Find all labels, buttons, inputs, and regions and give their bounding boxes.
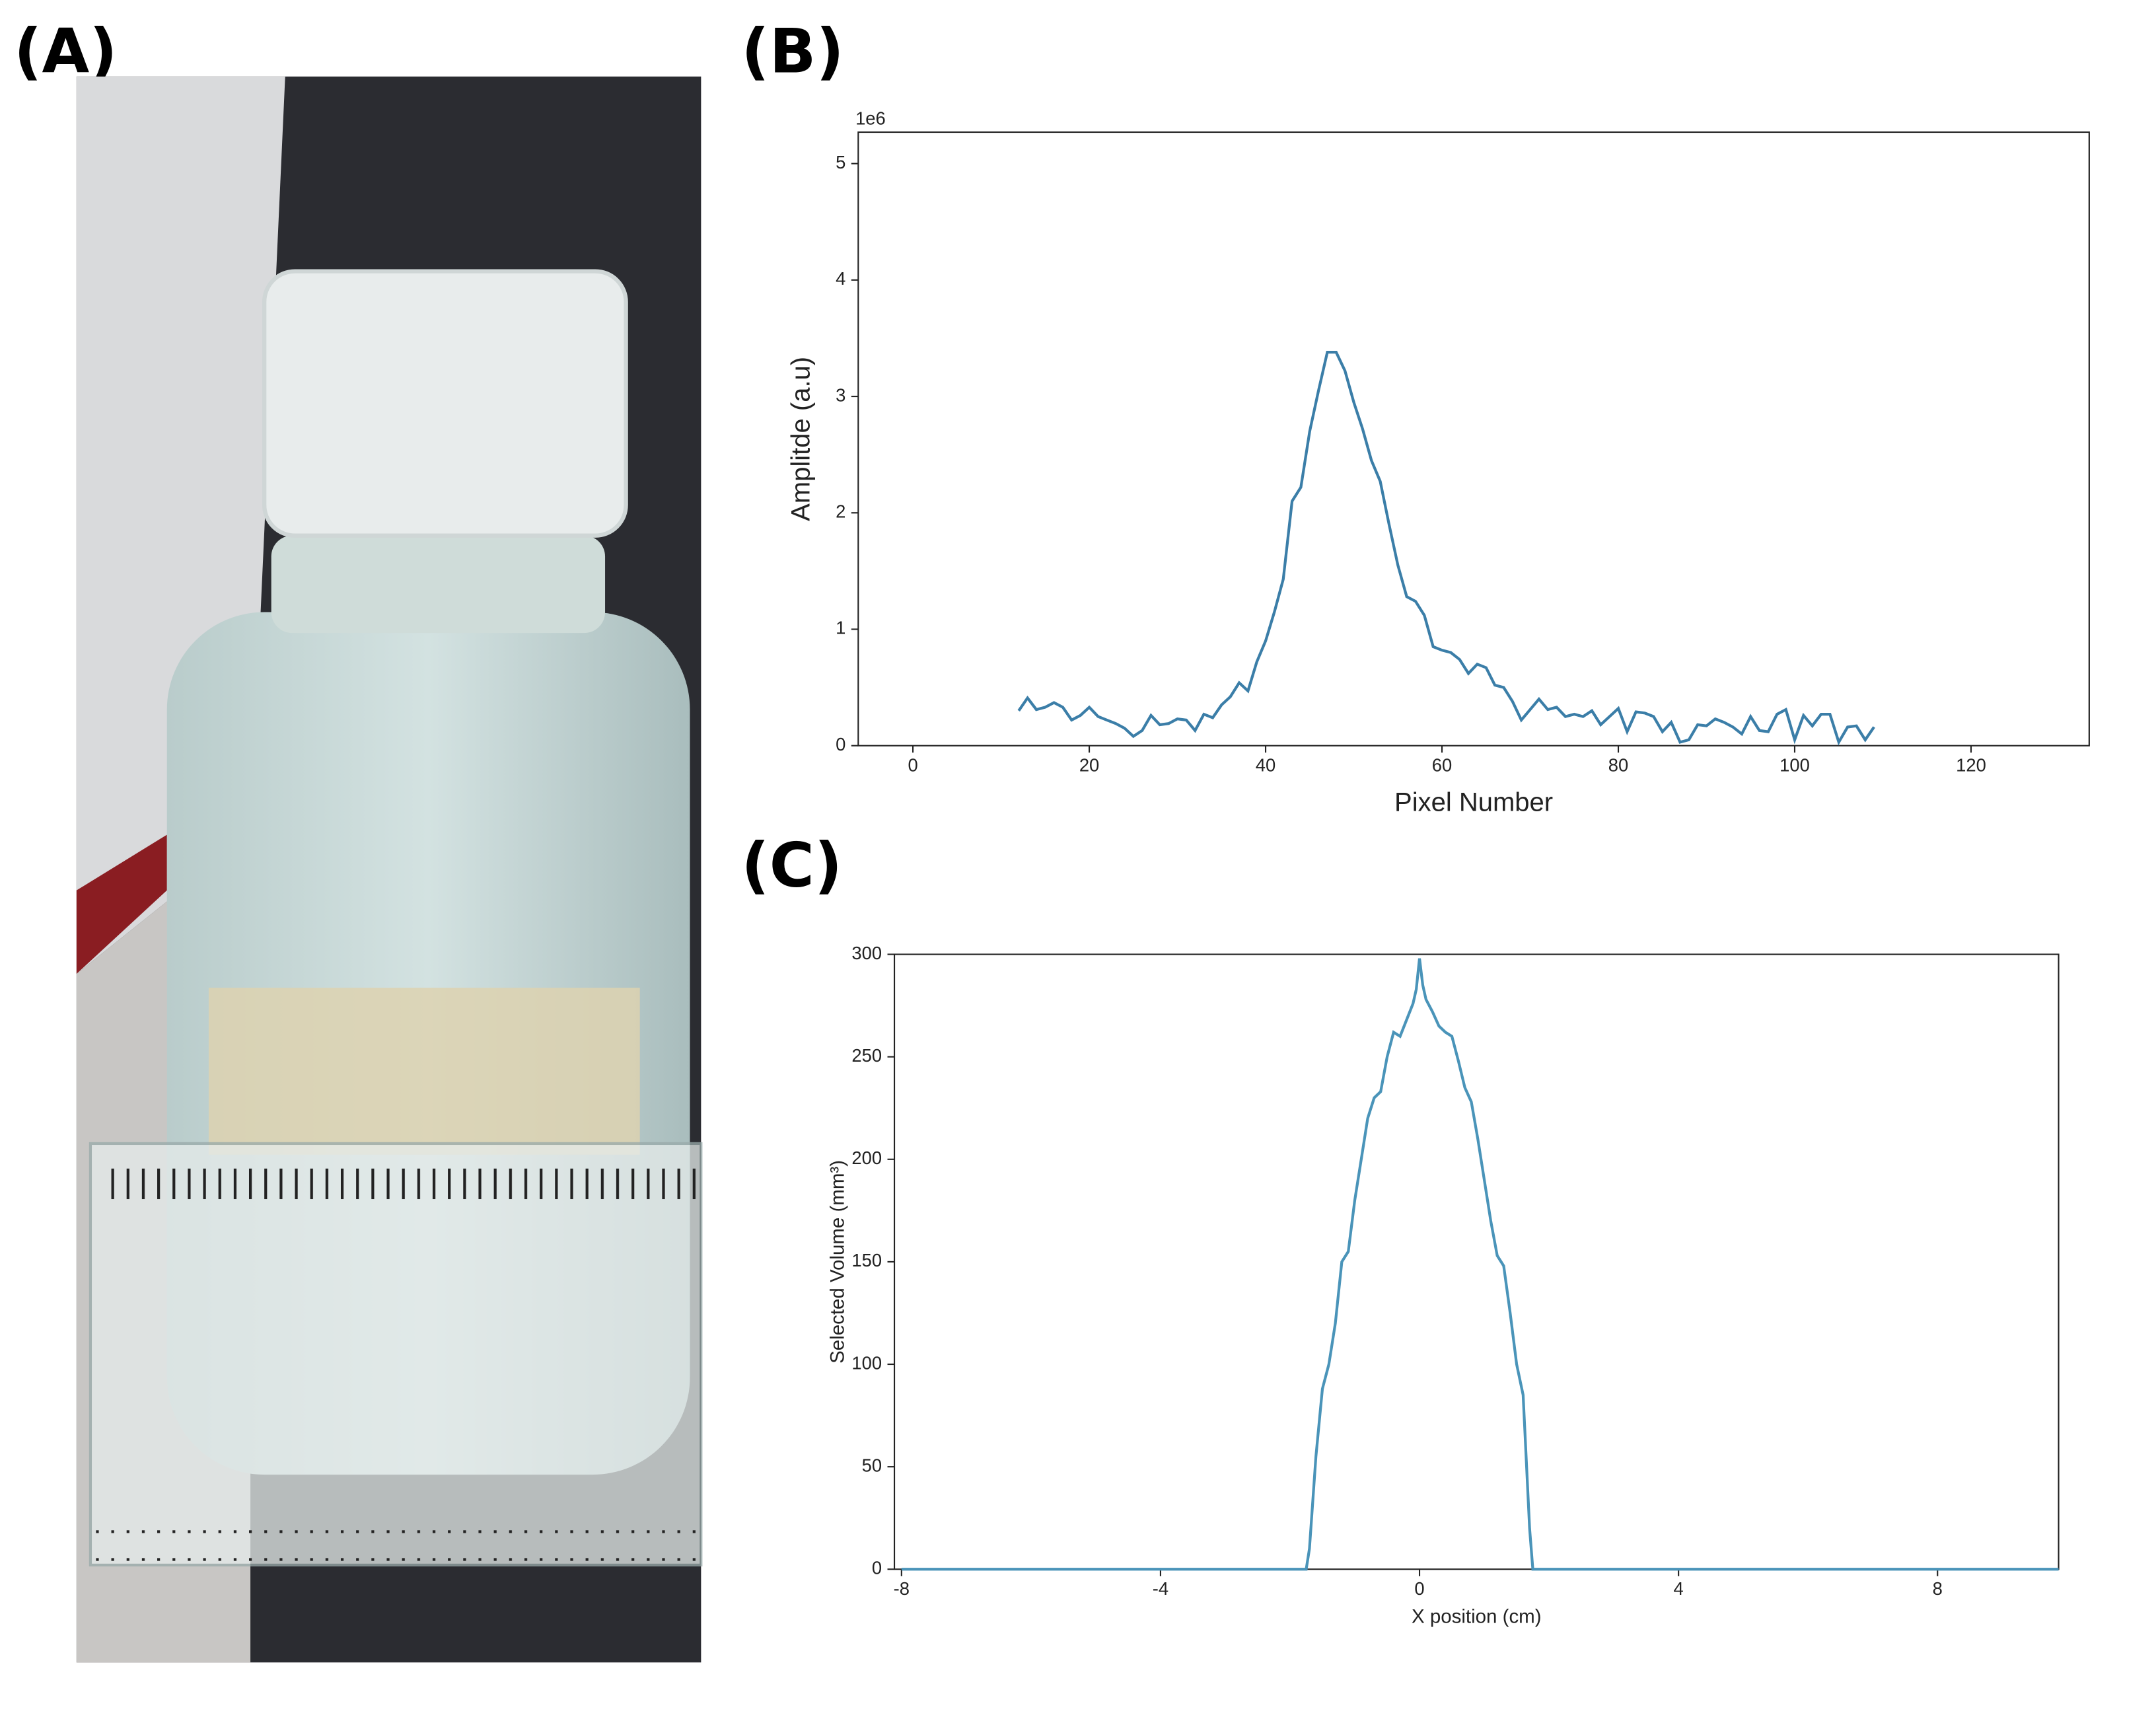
x-tick-label: 60 <box>1432 754 1452 775</box>
x-tick-label: 80 <box>1608 754 1628 775</box>
x-tick-label: 0 <box>1414 1578 1424 1599</box>
y-tick-label: 3 <box>836 384 845 405</box>
y-tick-label: 1 <box>836 618 845 638</box>
plot-frame <box>893 953 2060 1570</box>
data-line <box>1017 350 1875 746</box>
y-tick-label: 2 <box>836 501 845 521</box>
x-tick-label: 120 <box>1956 754 1986 775</box>
x-tick-label: 4 <box>1674 1578 1684 1599</box>
y-axis-label: Amplitde (a.u) <box>787 357 816 521</box>
panel-label: (A) <box>14 16 117 87</box>
x-tick-label: 40 <box>1256 754 1276 775</box>
plot-frame <box>857 131 2090 747</box>
offset-label: 1e6 <box>855 108 886 128</box>
y-tick-label: 100 <box>851 1352 882 1373</box>
photo <box>76 76 703 1663</box>
y-tick-label: 300 <box>851 943 882 963</box>
y-tick-label: 250 <box>851 1045 882 1066</box>
x-axis-label: Pixel Number <box>1394 788 1553 817</box>
y-tick-label: 4 <box>836 268 845 289</box>
x-tick-label: -8 <box>894 1578 910 1599</box>
y-axis-label: Selected Volume (mm³) <box>827 1160 849 1364</box>
y-tick-label: 0 <box>836 734 845 754</box>
x-axis-label: X position (cm) <box>1412 1606 1542 1628</box>
y-tick-label: 200 <box>851 1148 882 1168</box>
y-tick-label: 50 <box>862 1455 882 1475</box>
y-tick-label: 5 <box>836 152 845 172</box>
x-tick-label: 8 <box>1933 1578 1943 1599</box>
data-line <box>901 958 2059 1571</box>
panel-label: (B) <box>741 16 844 87</box>
x-tick-label: 100 <box>1779 754 1810 775</box>
y-tick-label: 0 <box>872 1557 882 1578</box>
y-tick-label: 150 <box>851 1250 882 1270</box>
x-tick-label: 0 <box>908 754 917 775</box>
x-tick-label: 20 <box>1079 754 1099 775</box>
panel-label: (C) <box>741 829 842 900</box>
x-tick-label: -4 <box>1153 1578 1168 1599</box>
